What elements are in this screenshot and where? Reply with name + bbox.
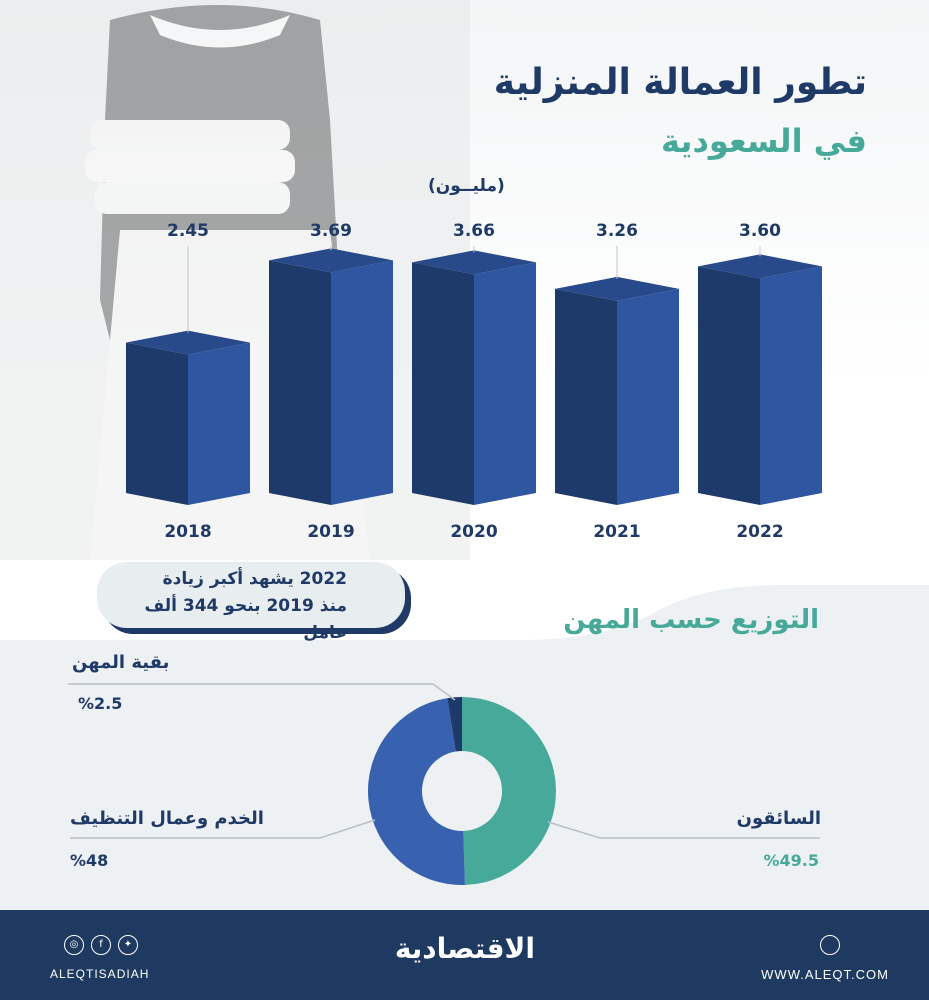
bar-front <box>760 266 822 505</box>
bar-top <box>269 248 393 273</box>
slice-value-other: %2.5 <box>78 694 123 713</box>
callout-text: 2022 يشهد أكبر زيادة منذ 2019 بنحو 344 أ… <box>97 566 347 647</box>
bar-top <box>412 250 536 275</box>
bar-side <box>269 260 331 505</box>
donut-chart <box>68 683 820 885</box>
bar-front <box>474 262 536 505</box>
bar-side <box>126 342 188 505</box>
leader-line-maids <box>70 819 376 839</box>
bar-front <box>188 342 250 505</box>
category-label: 2022 <box>736 522 783 542</box>
bar-2020 <box>412 250 536 505</box>
leader-line-other <box>68 683 456 701</box>
twitter-icon[interactable]: ✦ <box>118 935 138 955</box>
bar-front <box>617 288 679 505</box>
bar-side <box>555 288 617 505</box>
facebook-icon[interactable]: f <box>91 935 111 955</box>
bar-side <box>698 266 760 505</box>
slice-label-other: بقية المهن <box>72 652 170 673</box>
slice-maids <box>368 698 465 885</box>
slice-value-drivers: %49.5 <box>763 851 819 870</box>
bar-front <box>331 260 393 505</box>
bar-2018 <box>126 330 250 505</box>
bar-2019 <box>269 248 393 505</box>
unit-label: (مليــون) <box>428 176 505 196</box>
globe-icon <box>820 935 840 955</box>
category-label: 2019 <box>307 522 354 542</box>
callout-box <box>97 562 405 628</box>
section-divider-wave <box>0 585 929 655</box>
chart-subtitle: في السعودية <box>661 122 867 160</box>
bar-top <box>555 276 679 301</box>
distribution-title: التوزيع حسب المهن <box>563 605 819 635</box>
value-label: 2.45 <box>167 221 209 241</box>
brand-logo: الاقتصادية <box>394 932 535 965</box>
slice-value-maids: %48 <box>70 851 109 870</box>
value-label: 3.69 <box>310 221 352 241</box>
slice-label-maids: الخدم وعمال التنظيف <box>70 808 264 829</box>
value-label: 3.26 <box>596 221 638 241</box>
value-label: 3.60 <box>739 221 781 241</box>
leader-line-drivers <box>547 821 820 839</box>
bar-2022 <box>698 254 822 505</box>
category-label: 2021 <box>593 522 640 542</box>
bar-top <box>698 254 822 279</box>
category-label: 2020 <box>450 522 497 542</box>
bar-top <box>126 330 250 355</box>
slice-label-drivers: السائقون <box>736 808 821 829</box>
slice-other <box>447 697 462 752</box>
callout-line-2: منذ 2019 بنحو 344 ألف عامل <box>144 596 347 643</box>
value-label: 3.66 <box>453 221 495 241</box>
social-handle[interactable]: ALEQTISADIAH <box>50 967 150 981</box>
footer-bar <box>0 910 929 1000</box>
chart-title: تطور العمالة المنزلية <box>493 62 867 103</box>
callout-line-1: 2022 يشهد أكبر زيادة <box>162 569 347 589</box>
instagram-icon[interactable]: ◎ <box>64 935 84 955</box>
bar-2021 <box>555 276 679 505</box>
slice-drivers <box>462 697 556 885</box>
category-label: 2018 <box>164 522 211 542</box>
website-link[interactable]: WWW.ALEQT.COM <box>761 967 889 982</box>
bar-chart: 2.45 2018 3.69 2019 3.66 2020 3.26 2021 3.60 2022 <box>126 221 822 542</box>
bar-side <box>412 262 474 505</box>
